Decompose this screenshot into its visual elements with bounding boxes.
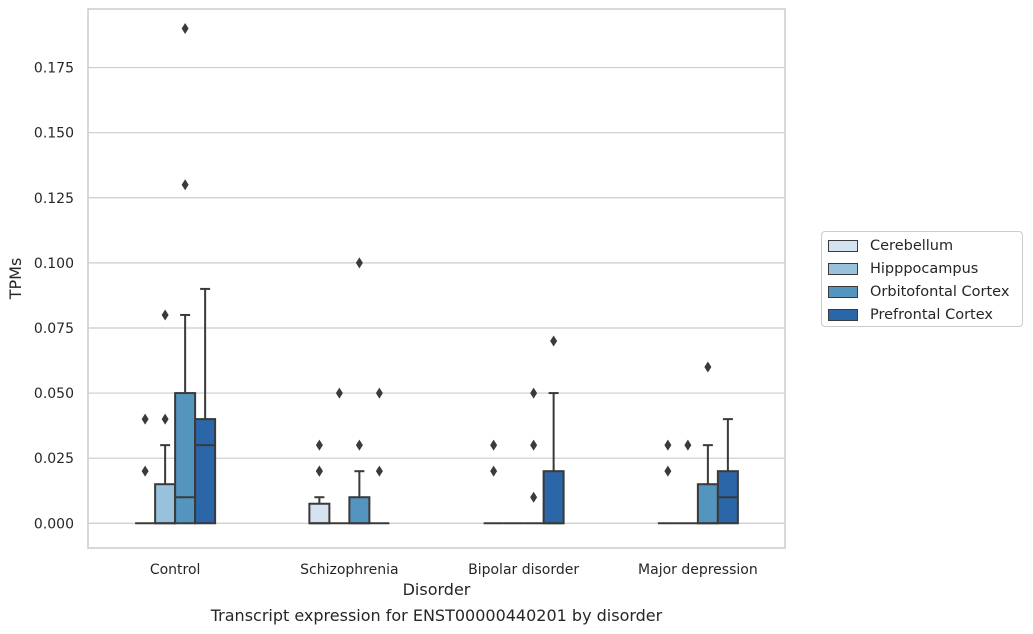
box-3-1 [369,387,390,525]
outlier-point [315,465,323,477]
outlier-point [141,465,149,477]
box-body [542,470,565,525]
outlier-point [664,439,672,451]
x-tick-labels: Control Schizophrenia Bipolar disorder Majo… [150,562,758,578]
outlier-point [315,439,323,451]
y-tick-label: 0.050 [34,386,74,402]
outlier-point [530,439,538,451]
y-tick-labels: 0.000 0.025 0.050 0.075 0.100 0.125 0.150 0.175 [34,61,74,533]
y-tick-label: 0.075 [34,321,74,337]
outlier-point [181,179,189,191]
box-1-1 [329,387,350,525]
legend-item: Prefrontal Cortex [828,303,1022,326]
legend-label: Orbitofontal Cortex [870,283,1010,300]
outlier-point [530,387,538,399]
outlier-point [375,387,383,399]
legend-item: Orbitofontal Cortex [828,280,1022,303]
outlier-point [181,23,189,35]
x-tick-label: Schizophrenia [300,562,398,578]
box-3-0 [194,287,217,525]
legend-label: Prefrontal Cortex [870,306,993,323]
legend-swatch [828,262,858,275]
y-tick-label: 0.025 [34,451,74,467]
box-2-1 [348,257,371,525]
chart-caption: Transcript expression for ENST0000044020… [210,606,663,625]
box-2-2 [523,387,544,525]
outlier-point [490,439,498,451]
box-body [174,392,197,525]
box-2-3 [696,361,719,525]
box-body [308,502,331,525]
outlier-point [530,491,538,503]
legend-swatch [828,285,858,298]
box-0-2 [483,439,504,525]
outlier-point [335,387,343,399]
box-0-3 [657,439,678,525]
box-3-3 [716,418,739,525]
box-3-2 [542,335,565,525]
legend-label: Cerebellum [870,237,954,254]
y-tick-label: 0.100 [34,256,74,272]
y-tick-label: 0.125 [34,191,74,207]
plot-area-frame [87,8,786,549]
box-body [154,483,177,525]
outlier-point [355,257,363,269]
y-tick-label: 0.150 [34,126,74,142]
outlier-point [684,439,692,451]
box-1-0 [154,309,177,525]
box-0-0 [135,413,156,525]
outlier-point [375,465,383,477]
legend-swatch [828,308,858,321]
x-axis-label: Disorder [403,580,471,599]
y-tick-label: 0.175 [34,61,74,77]
outlier-point [664,465,672,477]
outlier-point [161,309,169,321]
y-axis-label: TPMs [6,258,25,301]
box-body [696,483,719,525]
legend-item: Cerebellum [828,234,1022,257]
legend-swatch [828,239,858,252]
x-tick-label: Bipolar disorder [468,562,579,578]
outlier-point [704,361,712,373]
legend-item: Hipppocampus [828,257,1022,280]
outlier-point [161,413,169,425]
box-2-0 [174,23,197,525]
legend-label: Hipppocampus [870,260,979,277]
box-0-1 [308,439,331,525]
outlier-point [141,413,149,425]
box-body [194,418,217,525]
x-tick-label: Control [150,562,201,578]
box-1-3 [677,439,698,525]
x-tick-label: Major depression [638,562,758,578]
y-tick-label: 0.000 [34,516,74,532]
outlier-point [490,465,498,477]
outlier-point [355,439,363,451]
box-body [348,496,371,525]
outlier-point [550,335,558,347]
boxes [135,23,739,525]
legend: Cerebellum Hipppocampus Orbitofontal Corte… [821,231,1023,327]
